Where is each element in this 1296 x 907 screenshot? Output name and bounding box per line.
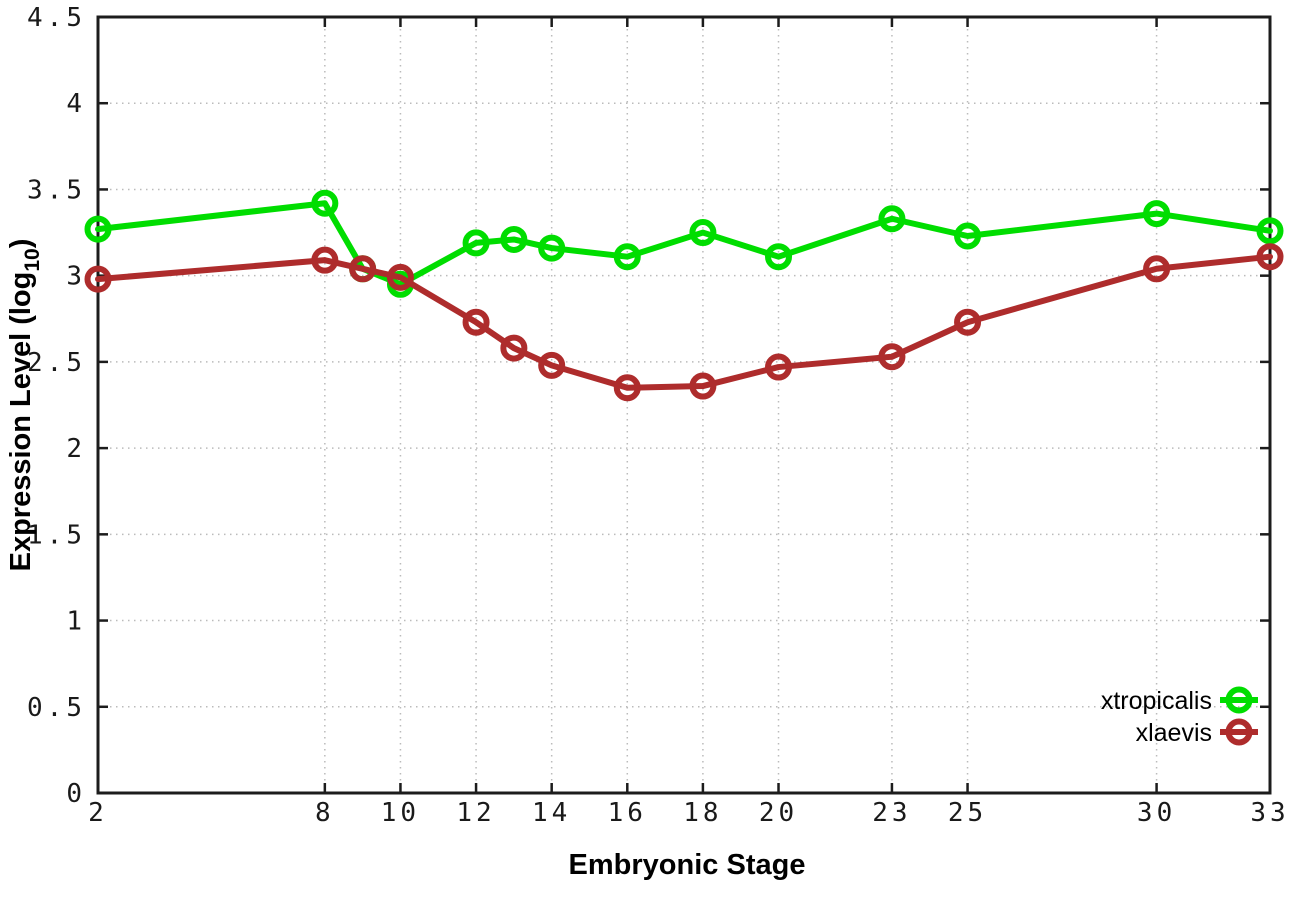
data-point-xlaevis	[462, 308, 490, 336]
x-tick-label: 20	[759, 798, 798, 828]
data-point-xtropicalis	[613, 243, 641, 271]
data-point-xlaevis	[500, 334, 528, 362]
series-layer	[84, 189, 1284, 402]
data-point-xlaevis	[765, 353, 793, 381]
x-tick-label: 12	[456, 798, 495, 828]
legend-label-xlaevis: xlaevis	[1136, 719, 1212, 747]
x-tick-label: 2	[88, 798, 108, 828]
x-tick-label: 23	[872, 798, 911, 828]
data-point-xlaevis	[954, 308, 982, 336]
y-tick-label: 1	[66, 607, 86, 637]
y-tick-label: 0.5	[27, 693, 86, 723]
y-tick-label: 0	[66, 779, 86, 809]
series-line-xtropicalis	[95, 200, 1273, 288]
y-tick-label: 3.5	[27, 175, 86, 205]
x-tick-labels: 2 8 10 12 14 16 18 20 23 25 30 33	[88, 798, 1289, 828]
data-point-xlaevis	[613, 374, 641, 402]
data-point-xlaevis	[311, 246, 339, 274]
data-point-xtropicalis	[1256, 217, 1284, 245]
data-point-xtropicalis	[1143, 200, 1171, 228]
data-point-xtropicalis	[765, 243, 793, 271]
data-point-xtropicalis	[954, 222, 982, 250]
y-tick-label: 2.5	[27, 348, 86, 378]
series-line-xlaevis	[95, 253, 1273, 391]
legend-label-xtropicalis: xtropicalis	[1101, 687, 1212, 715]
data-point-xtropicalis	[311, 189, 339, 217]
data-point-xtropicalis	[84, 215, 112, 243]
data-point-xlaevis	[1143, 255, 1171, 283]
data-point-xlaevis	[386, 263, 414, 291]
data-point-xlaevis	[84, 265, 112, 293]
x-axis-label: Embryonic Stage	[569, 849, 806, 881]
y-tick-label: 3	[66, 262, 86, 292]
legend-sample-marker-xtropicalis	[1225, 686, 1253, 714]
y-axis-label: Expression Level (log10)	[5, 239, 44, 572]
data-point-xlaevis	[538, 351, 566, 379]
data-point-xtropicalis	[462, 229, 490, 257]
data-point-xlaevis	[349, 255, 377, 283]
data-point-xtropicalis	[689, 219, 717, 247]
x-tick-label: 14	[532, 798, 571, 828]
x-tick-label: 8	[315, 798, 335, 828]
y-tick-label: 2	[66, 434, 86, 464]
x-tick-label: 10	[381, 798, 420, 828]
y-tick-label: 1.5	[27, 520, 86, 550]
gridlines	[98, 17, 1270, 793]
x-tick-label: 18	[683, 798, 722, 828]
y-tick-label: 4	[66, 89, 86, 119]
data-point-xtropicalis	[878, 205, 906, 233]
data-point-xtropicalis	[538, 234, 566, 262]
y-tick-labels: 0 0.5 1 1.5 2 2.5 3 3.5 4 4.5	[27, 3, 86, 809]
plot-border	[96, 15, 1272, 795]
x-tick-label: 33	[1250, 798, 1289, 828]
legend-sample-marker-xlaevis	[1225, 718, 1253, 746]
data-point-xlaevis	[689, 372, 717, 400]
x-tick-label: 25	[948, 798, 987, 828]
data-point-xlaevis	[1256, 243, 1284, 271]
x-tick-label: 16	[608, 798, 647, 828]
legend: xtropicalis xlaevis	[1101, 686, 1258, 747]
axis-ticks	[96, 15, 1272, 795]
data-point-xlaevis	[878, 343, 906, 371]
data-point-xtropicalis	[500, 225, 528, 253]
x-tick-label: 30	[1137, 798, 1176, 828]
y-tick-label: 4.5	[27, 3, 86, 33]
